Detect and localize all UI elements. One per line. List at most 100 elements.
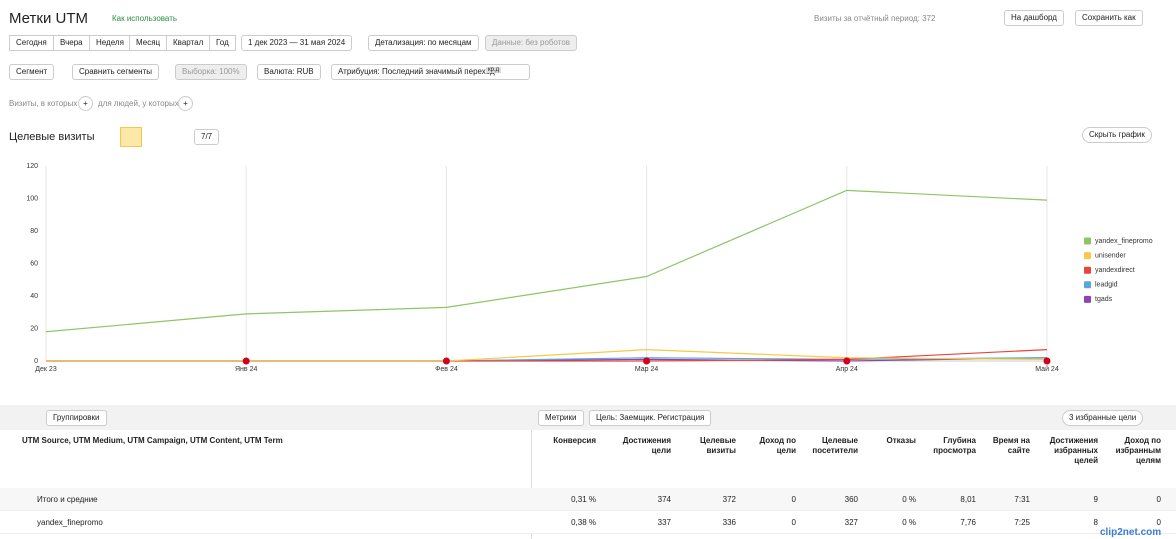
- goal-select[interactable]: Цель: Заемщик. Регистрация: [589, 410, 712, 426]
- chart-title: Целевые визиты: [9, 131, 95, 143]
- column-header: Время на сайте: [992, 436, 1030, 455]
- annotation-marker: [643, 357, 651, 365]
- column-header: Отказы: [886, 436, 917, 445]
- y-tick-label: 40: [30, 293, 38, 300]
- favorites-button[interactable]: 3 избранные цели: [1062, 410, 1144, 426]
- compare-button[interactable]: Сравнить сегменты: [72, 64, 160, 80]
- add-filter[interactable]: +: [78, 96, 93, 111]
- annotation-marker: [442, 357, 450, 365]
- legend-swatch: [1084, 295, 1091, 303]
- column-header: Глубина просмотра: [933, 436, 976, 455]
- table-cell: 360: [844, 495, 858, 504]
- attribution-button[interactable]: Атрибуция: Последний значимый переход: [331, 64, 530, 80]
- attribution-badge: кр.д: [486, 67, 502, 73]
- y-tick-label: 100: [26, 195, 38, 202]
- line-mode[interactable]: [120, 127, 142, 147]
- dashboard-button[interactable]: На дашборд: [1004, 10, 1064, 26]
- date-range[interactable]: 1 дек 2023 — 31 мая 2024: [241, 35, 353, 51]
- table-cell: 0,31 %: [571, 495, 596, 504]
- series-count[interactable]: 7/7: [194, 129, 220, 145]
- row-bg: [0, 511, 1176, 534]
- table-cell: 0,38 %: [571, 518, 596, 527]
- period-button[interactable]: Сегодня: [9, 35, 54, 51]
- column-header: Достижения цели: [622, 436, 671, 455]
- legend-swatch: [1084, 237, 1091, 245]
- x-tick-label: Май 24: [1035, 365, 1059, 373]
- legend-swatch: [1084, 266, 1091, 274]
- annotation-marker: [843, 357, 851, 365]
- data-filter[interactable]: Данные: без роботов: [485, 35, 578, 51]
- x-tick-label: Дек 23: [35, 366, 57, 373]
- column-header: Конверсия: [553, 436, 596, 445]
- table-cell: 337: [657, 518, 671, 527]
- y-tick-label: 0: [34, 358, 38, 365]
- dimension-header: UTM Source, UTM Medium, UTM Campaign, UT…: [22, 436, 283, 445]
- table-cell: 8: [1093, 518, 1098, 527]
- x-tick-label: Фев 24: [435, 366, 458, 373]
- legend-swatch: [1084, 281, 1091, 289]
- table-cell: 9: [1093, 495, 1098, 504]
- table-cell: 0: [1156, 495, 1161, 504]
- table-cell: 0 %: [902, 518, 916, 527]
- row-label: yandex_finepromo: [37, 518, 103, 527]
- period-button[interactable]: Квартал: [166, 35, 211, 51]
- row-bg: [0, 488, 1176, 511]
- table-cell: 7:25: [1014, 518, 1030, 527]
- annotation-marker: [1043, 357, 1051, 365]
- legend-swatch: [1084, 252, 1091, 260]
- table-cell: 8,01: [960, 495, 976, 504]
- legend-label: leadgid: [1095, 282, 1118, 289]
- metrics-button[interactable]: Метрики: [538, 410, 584, 426]
- table-cell: 327: [844, 518, 858, 527]
- column-header: Целевые визиты: [699, 436, 736, 455]
- y-tick-label: 20: [30, 325, 38, 332]
- table-cell: 0: [791, 518, 796, 527]
- save-button[interactable]: Сохранить как: [1075, 10, 1143, 26]
- filter-visits: Визиты, в которых: [9, 99, 78, 108]
- table-cell: 0 %: [902, 495, 916, 504]
- period-button[interactable]: Вчера: [53, 35, 90, 51]
- groupings-button[interactable]: Группировки: [46, 410, 107, 426]
- x-tick-label: Мар 24: [635, 366, 659, 373]
- annotation-marker: [242, 357, 250, 365]
- period-button[interactable]: Месяц: [129, 35, 168, 51]
- hide-chart[interactable]: Скрыть график: [1082, 127, 1152, 143]
- x-tick-label: Апр 24: [836, 366, 858, 373]
- period-button[interactable]: Неделя: [89, 35, 131, 51]
- table-toolbar: [0, 405, 1176, 430]
- y-tick-label: 120: [26, 163, 38, 170]
- y-tick-label: 60: [30, 260, 38, 267]
- column-header: Доход по избранным целям: [1115, 436, 1161, 465]
- currency-button[interactable]: Валюта: RUB: [257, 64, 321, 80]
- divider: [531, 430, 532, 539]
- column-header: Доход по цели: [759, 436, 796, 455]
- table-cell: 7,76: [960, 518, 976, 527]
- segment-button[interactable]: Сегмент: [9, 64, 55, 80]
- x-tick-label: Янв 24: [235, 366, 257, 373]
- filter-people: для людей, у которых: [98, 99, 179, 108]
- row-label: Итого и средние: [37, 495, 98, 504]
- detail-select[interactable]: Детализация: по месяцам: [368, 35, 479, 51]
- y-tick-label: 80: [30, 228, 38, 235]
- table-cell: 374: [657, 495, 671, 504]
- add-filter[interactable]: +: [178, 96, 193, 111]
- visits-total: Визиты за отчётный период: 372: [814, 14, 936, 23]
- column-header: Целевые посетители: [812, 436, 858, 455]
- period-button[interactable]: Год: [209, 35, 236, 51]
- table-cell: 372: [722, 495, 736, 504]
- legend-label: yandex_finepromo: [1095, 238, 1153, 245]
- page-title: Метки UTM: [9, 10, 88, 27]
- column-header: Достижения избранных целей: [1049, 436, 1098, 465]
- table-cell: 0: [791, 495, 796, 504]
- series-line: [45, 189, 1048, 333]
- table-cell: 7:31: [1014, 495, 1030, 504]
- chart: Дек 23 Янв 24 Фев 24 Мар 24 Апр 24 Май 24 0 20 4…: [26, 163, 1153, 373]
- legend-label: unisender: [1095, 252, 1126, 259]
- table-cell: 0: [1156, 518, 1161, 527]
- series-line: [46, 349, 1048, 362]
- table-cell: 336: [722, 518, 736, 527]
- sample-button[interactable]: Выборка: 100%: [175, 64, 247, 80]
- help-link[interactable]: Как использовать: [112, 14, 178, 23]
- legend-label: yandexdirect: [1095, 267, 1135, 274]
